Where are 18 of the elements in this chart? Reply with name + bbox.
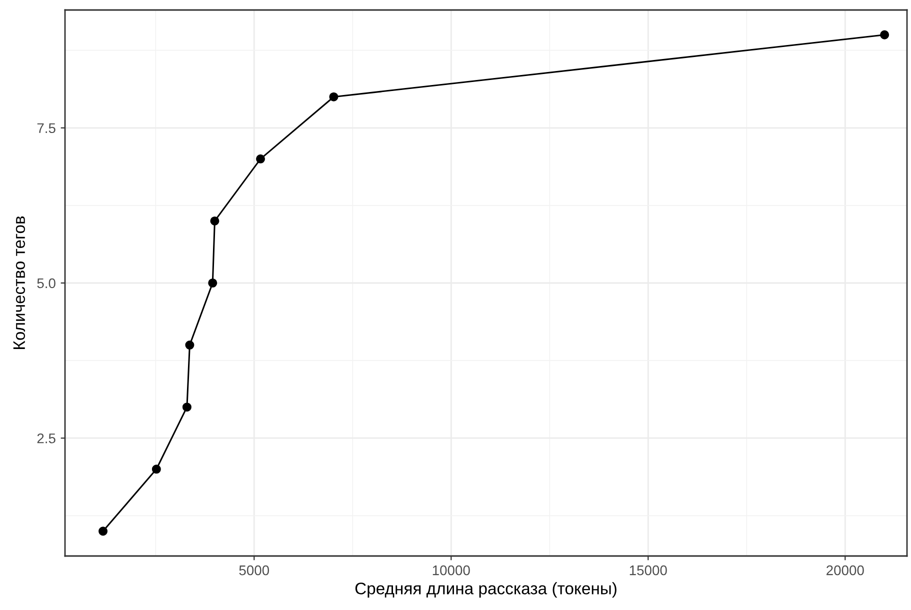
point: [210, 216, 220, 226]
point: [152, 464, 161, 474]
y-tick-label: 5.0: [37, 278, 56, 288]
point: [98, 526, 108, 536]
x-tick-label: 5000: [239, 565, 270, 576]
y-tick-label: 2.5: [37, 433, 56, 444]
y-tick-label: 7.5: [37, 123, 56, 134]
point: [329, 92, 338, 102]
point: [208, 278, 218, 288]
point: [256, 154, 266, 164]
point: [880, 30, 890, 40]
x-tick-label: 15000: [630, 565, 667, 576]
point: [182, 402, 192, 412]
x-tick-label: 10000: [432, 565, 470, 576]
x-tick-label: 20000: [826, 565, 864, 576]
point: [185, 340, 194, 350]
x-axis-title: Средняя длина рассказа (токены): [355, 582, 616, 598]
y-axis-title: Количество тегов: [13, 216, 26, 349]
